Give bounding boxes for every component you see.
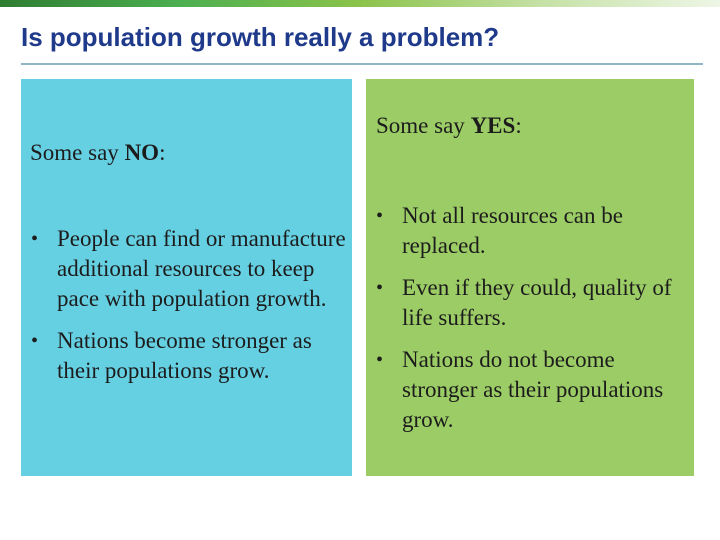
bullet-icon: • — [376, 277, 384, 299]
yes-heading: Some say YES: — [376, 113, 522, 139]
bullet-icon: • — [31, 330, 39, 352]
bullet-icon: • — [376, 349, 384, 371]
yes-bullet-list: • Not all resources can be replaced. • Eve… — [376, 201, 688, 435]
title-divider — [21, 63, 703, 65]
no-heading-suffix: : — [159, 140, 166, 165]
yes-heading-prefix: Some say — [376, 113, 471, 138]
no-argument-panel: Some say NO: • People can find or manufac… — [21, 79, 352, 476]
yes-argument-panel: Some say YES: • Not all resources can be … — [366, 79, 694, 476]
yes-heading-suffix: : — [515, 113, 522, 138]
list-item: • People can find or manufacture addition… — [31, 224, 351, 314]
bullet-text: Nations become stronger as their populat… — [57, 328, 312, 383]
no-heading: Some say NO: — [30, 140, 165, 166]
list-item: • Nations become stronger as their popula… — [31, 326, 351, 386]
bullet-icon: • — [31, 228, 39, 250]
list-item: • Not all resources can be replaced. — [376, 201, 688, 261]
header-accent-stripe — [0, 0, 720, 7]
list-item: • Even if they could, quality of life suf… — [376, 273, 688, 333]
bullet-text: Even if they could, quality of life suff… — [402, 275, 672, 330]
bullet-text: People can find or manufacture additiona… — [57, 226, 346, 311]
list-item: • Nations do not become stronger as their… — [376, 345, 688, 435]
no-heading-emphasis: NO — [124, 140, 160, 165]
bullet-text: Not all resources can be replaced. — [402, 203, 623, 258]
no-heading-prefix: Some say — [30, 140, 125, 165]
bullet-icon: • — [376, 205, 384, 227]
no-bullet-list: • People can find or manufacture addition… — [31, 224, 351, 386]
yes-heading-emphasis: YES — [470, 113, 516, 138]
bullet-text: Nations do not become stronger as their … — [402, 347, 664, 432]
page-title: Is population growth really a problem? — [21, 22, 500, 52]
